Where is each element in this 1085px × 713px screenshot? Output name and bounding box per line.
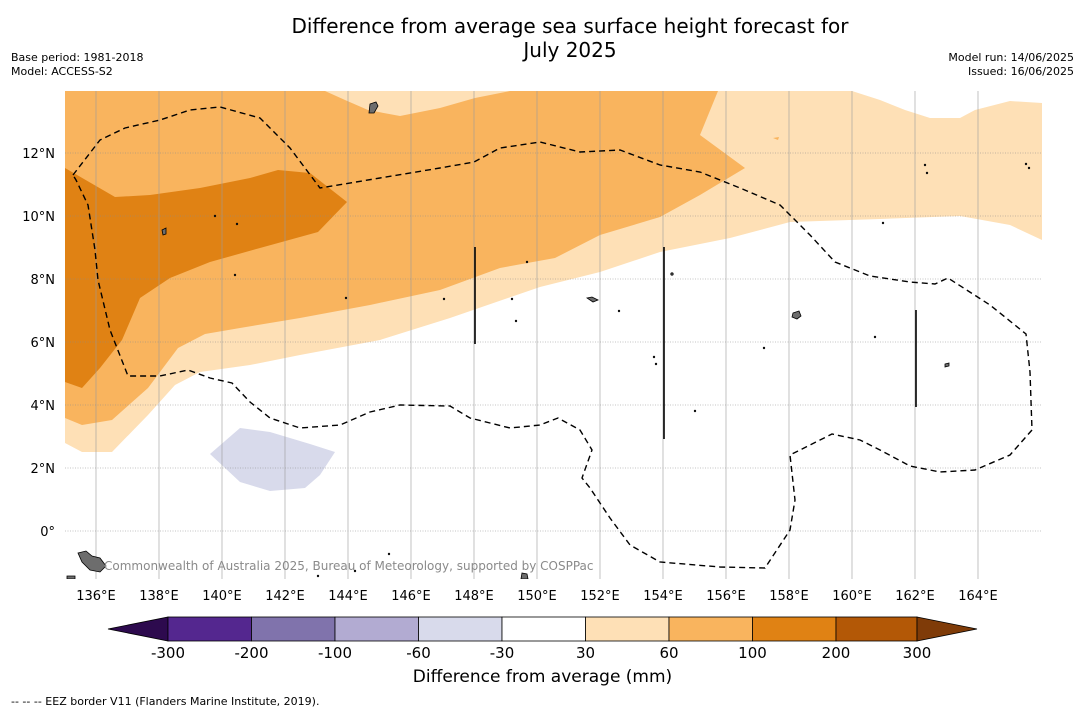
lon-label-7: 150°E bbox=[517, 589, 557, 604]
colorbar-bin-neg60-neg30 bbox=[418, 616, 503, 642]
lat-label-1: 10°N bbox=[22, 210, 55, 225]
contour-neg30-neg60 bbox=[210, 428, 335, 491]
colorbar-bin-60-100 bbox=[668, 616, 753, 642]
lat-label-4: 4°N bbox=[31, 399, 56, 414]
lon-label-5: 146°E bbox=[391, 589, 431, 604]
island-kosrae bbox=[944, 362, 950, 368]
island-guam bbox=[368, 101, 379, 114]
colorbar-extend-high bbox=[916, 616, 978, 642]
colorbar-bin-neg300-neg200 bbox=[167, 616, 252, 642]
cb-tick-8: 200 bbox=[822, 644, 851, 662]
colorbar-ticks: -300 -200 -100 -60 -30 30 60 100 200 300 bbox=[151, 644, 931, 662]
small-contour-patch bbox=[773, 137, 779, 140]
copyright-text: Commonwealth of Australia 2025, Bureau o… bbox=[104, 559, 594, 573]
lon-label-0: 136°E bbox=[76, 589, 116, 604]
cb-tick-6: 60 bbox=[659, 644, 678, 662]
lon-label-1: 138°E bbox=[139, 589, 179, 604]
graticule bbox=[65, 152, 1042, 532]
cb-tick-3: -60 bbox=[406, 644, 431, 662]
lon-labels: 136°E 138°E 140°E 142°E 144°E 146°E 148°… bbox=[76, 589, 998, 604]
lon-label-9: 154°E bbox=[643, 589, 683, 604]
map: 12°N 10°N 8°N 6°N 4°N 2°N 0° 136°E 138°E… bbox=[22, 91, 1042, 604]
eez-legend-footer: -- -- -- EEZ border V11 (Flanders Marine… bbox=[11, 695, 320, 708]
eez-border bbox=[72, 106, 1033, 569]
lat-label-5: 2°N bbox=[31, 462, 56, 477]
lon-label-11: 158°E bbox=[769, 589, 809, 604]
lat-label-6: 0° bbox=[40, 525, 55, 540]
island-new-guinea-coast bbox=[77, 550, 107, 573]
colorbar-extend-low bbox=[107, 616, 169, 642]
cb-tick-9: 300 bbox=[903, 644, 932, 662]
lon-label-4: 144°E bbox=[328, 589, 368, 604]
colorbar-bin-neg200-neg100 bbox=[251, 616, 336, 642]
map-plot-area bbox=[65, 91, 1042, 579]
cb-tick-0: -300 bbox=[151, 644, 185, 662]
eez-vertical-segments bbox=[474, 247, 917, 439]
island-chuuk bbox=[585, 296, 599, 303]
lat-labels: 12°N 10°N 8°N 6°N 4°N 2°N 0° bbox=[22, 147, 55, 540]
cb-tick-7: 100 bbox=[738, 644, 767, 662]
colorbar-bin-30-60 bbox=[585, 616, 670, 642]
base-period: Base period: 1981-2018 bbox=[11, 51, 144, 64]
lat-label-2: 8°N bbox=[31, 273, 56, 288]
lon-label-3: 142°E bbox=[265, 589, 305, 604]
model-run: Model run: 14/06/2025 bbox=[948, 51, 1074, 64]
lat-label-3: 6°N bbox=[31, 336, 56, 351]
island-pohnpei bbox=[791, 310, 802, 320]
meridians bbox=[95, 91, 979, 579]
contour-white-top-right bbox=[852, 91, 1042, 118]
contour-100-200 bbox=[65, 168, 347, 388]
island-small-1 bbox=[520, 572, 529, 579]
lon-label-2: 140°E bbox=[202, 589, 242, 604]
island-yap bbox=[161, 227, 167, 236]
issued-date: Issued: 16/06/2025 bbox=[967, 65, 1074, 78]
meta-left: Base period: 1981-2018 Model: ACCESS-S2 bbox=[11, 51, 143, 79]
lon-label-13: 162°E bbox=[895, 589, 935, 604]
meta-right: Model run: 14/06/2025 Issued: 16/06/2025 bbox=[948, 51, 1074, 79]
island-small-2 bbox=[66, 575, 76, 579]
lon-label-14: 164°E bbox=[958, 589, 998, 604]
contour-60-100 bbox=[65, 91, 745, 425]
colorbar-bin-neg30-30 bbox=[501, 616, 586, 642]
title-line-1: Difference from average sea surface heig… bbox=[291, 14, 849, 38]
cb-tick-1: -200 bbox=[234, 644, 268, 662]
chart-title: Difference from average sea surface heig… bbox=[220, 14, 920, 62]
title-line-2: July 2025 bbox=[523, 38, 617, 62]
lon-label-8: 152°E bbox=[580, 589, 620, 604]
lon-label-10: 156°E bbox=[706, 589, 746, 604]
model-name: Model: ACCESS-S2 bbox=[11, 65, 113, 78]
cb-tick-2: -100 bbox=[318, 644, 352, 662]
colorbar-label: Difference from average (mm) bbox=[412, 667, 673, 687]
colorbar-bin-neg100-neg60 bbox=[334, 616, 419, 642]
lat-label-0: 12°N bbox=[22, 147, 55, 162]
islands bbox=[66, 101, 1031, 579]
colorbar-bin-100-200 bbox=[752, 616, 837, 642]
lon-label-6: 148°E bbox=[454, 589, 494, 604]
cb-tick-4: -30 bbox=[490, 644, 515, 662]
colorbar-bin-200-300 bbox=[835, 616, 918, 642]
cb-tick-5: 30 bbox=[576, 644, 595, 662]
lon-label-12: 160°E bbox=[832, 589, 872, 604]
